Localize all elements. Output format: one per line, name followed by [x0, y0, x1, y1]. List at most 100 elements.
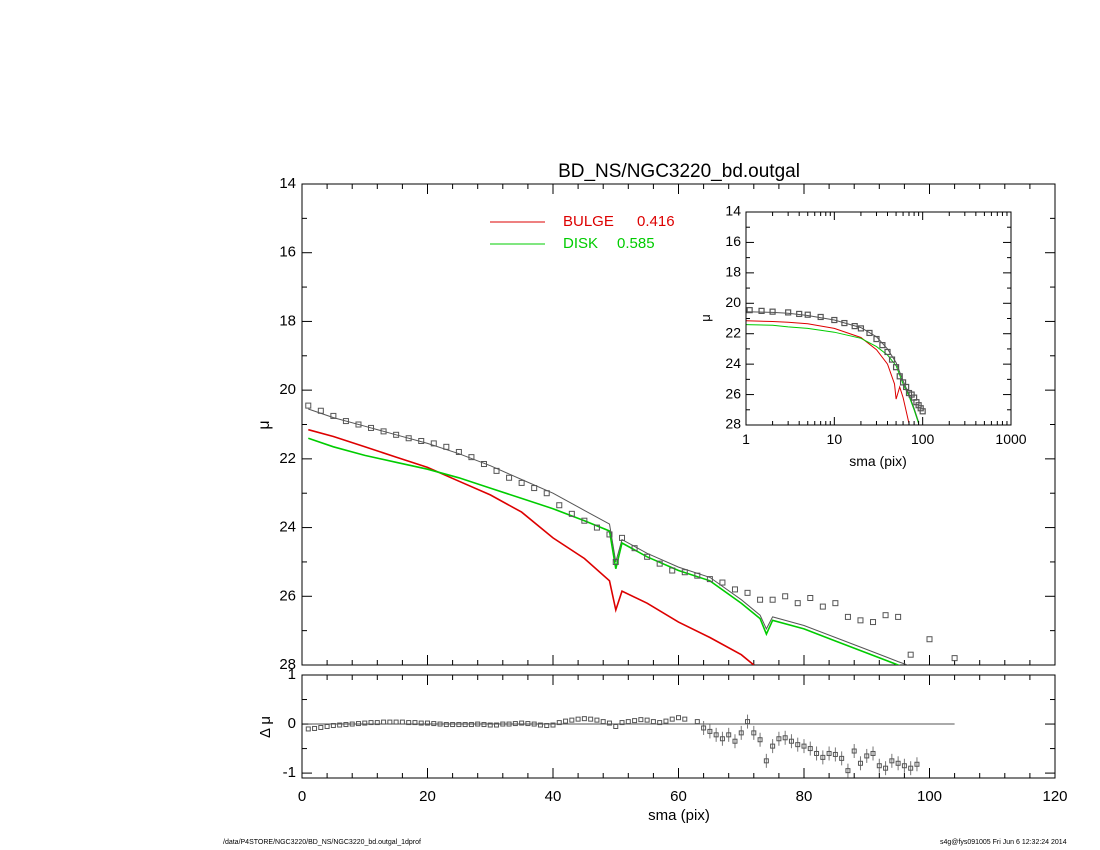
main-data-point [405, 435, 412, 442]
residual-data-point [795, 742, 801, 748]
residual-data-point [788, 738, 794, 744]
inset-background [746, 212, 1011, 425]
main-data-point [926, 636, 933, 643]
residual-data-point [324, 724, 330, 729]
residual-data-point [443, 722, 449, 728]
inset-panel: 14 16 18 20 22 24 26 28 1 10 100 1000 μ sma (pix) [698, 203, 1027, 469]
residual-x-tick-label: 20 [419, 788, 436, 805]
residual-data-point [669, 716, 675, 722]
main-data-point [430, 440, 437, 447]
main-data-point [317, 407, 324, 414]
residual-data-point [751, 730, 757, 736]
residual-data-point [494, 722, 500, 728]
residual-x-tick-label: 100 [917, 788, 942, 805]
residual-y-axis: -1 0 1 [283, 666, 1055, 781]
residual-data-point [481, 722, 487, 728]
inset-y-tick-label: 20 [725, 294, 741, 310]
residual-data-point [381, 719, 387, 725]
residual-data-point [475, 721, 481, 727]
main-data-point [832, 600, 839, 607]
inset-data-point [879, 342, 886, 349]
residual-data-point [726, 732, 732, 738]
main-data-point [556, 502, 563, 509]
main-title: BD_NS/NGC3220_bd.outgal [558, 161, 800, 182]
residual-data-point [745, 719, 751, 725]
residual-data-point [600, 719, 606, 725]
main-data-point [757, 596, 764, 603]
residual-data-point [857, 760, 863, 766]
residual-data-point [431, 721, 437, 727]
residual-data-point [544, 723, 550, 729]
main-model-line [308, 408, 910, 665]
residual-data-point [406, 720, 412, 726]
main-data-point [882, 612, 889, 619]
residual-data-point [801, 743, 807, 749]
inset-data-point [857, 325, 865, 332]
inset-data-point [896, 373, 903, 380]
main-data-point [870, 619, 877, 626]
main-y-tick-label: 24 [279, 519, 296, 536]
main-data-point [480, 461, 487, 468]
residual-data-point [701, 725, 707, 731]
main-data-point [719, 579, 726, 586]
residual-data-point [349, 721, 355, 727]
main-data-point [951, 655, 958, 662]
main-data-point [631, 545, 638, 552]
legend-disk-label: DISK [563, 235, 598, 252]
main-data-point [418, 437, 425, 444]
residual-data-point [770, 743, 776, 749]
residual-data-point [694, 719, 700, 725]
residual-data-point [606, 720, 612, 726]
main-data-point [606, 531, 613, 538]
residual-data-point [337, 722, 343, 728]
residual-data-point [330, 723, 336, 729]
inset-data-point [817, 313, 824, 321]
residual-data-point [418, 720, 424, 726]
residual-x-axis: 0 20 40 60 80 100 120 [298, 675, 1068, 805]
residual-data-point [901, 763, 907, 769]
residual-data-point [682, 716, 688, 722]
residual-data-point [425, 720, 430, 726]
residual-data-point [305, 726, 311, 732]
residual-y-tick-label: 0 [288, 715, 296, 732]
residual-data-point [312, 725, 318, 731]
residual-data-point [500, 721, 506, 727]
inset-x-tick-label: 10 [827, 431, 843, 447]
residual-data-point [613, 724, 619, 729]
inset-data-point [903, 383, 910, 391]
residual-data-point [437, 721, 443, 727]
main-data-point [543, 490, 550, 497]
main-data-point [612, 558, 619, 565]
residual-data-point [569, 717, 575, 723]
inset-y-tick-label: 24 [725, 355, 741, 371]
residual-data-point [506, 721, 512, 727]
residual-data-point [676, 715, 681, 721]
residual-y-tick-label: 1 [288, 666, 296, 683]
residual-data-point [807, 746, 813, 752]
main-data-point [506, 474, 513, 481]
residual-data-point [537, 722, 543, 728]
inset-data-point [785, 309, 792, 316]
main-data-point [468, 454, 475, 461]
residual-data-point [845, 768, 851, 774]
residual-data-point [374, 720, 380, 726]
inset-series [746, 307, 926, 424]
residual-data-point [412, 720, 418, 726]
inset-x-tick-label: 100 [911, 431, 935, 447]
residual-data-point [663, 718, 669, 724]
residual-data-point [588, 716, 594, 722]
residual-data-point [362, 720, 368, 726]
main-data-point [681, 569, 688, 576]
main-data-point [593, 524, 600, 531]
inset-data-point [831, 316, 838, 324]
residual-data-point [368, 720, 374, 726]
residual-x-label: sma (pix) [648, 807, 710, 824]
main-y-tick-label: 18 [279, 312, 296, 329]
main-y-tick-label: 16 [279, 244, 296, 261]
residual-data-point [650, 719, 656, 725]
main-data-point [669, 567, 676, 574]
residual-data-point [738, 730, 744, 736]
legend-bulge-value: 0.416 [637, 213, 675, 230]
residual-plot-frame [301, 674, 1056, 779]
residual-data-point [556, 720, 562, 726]
